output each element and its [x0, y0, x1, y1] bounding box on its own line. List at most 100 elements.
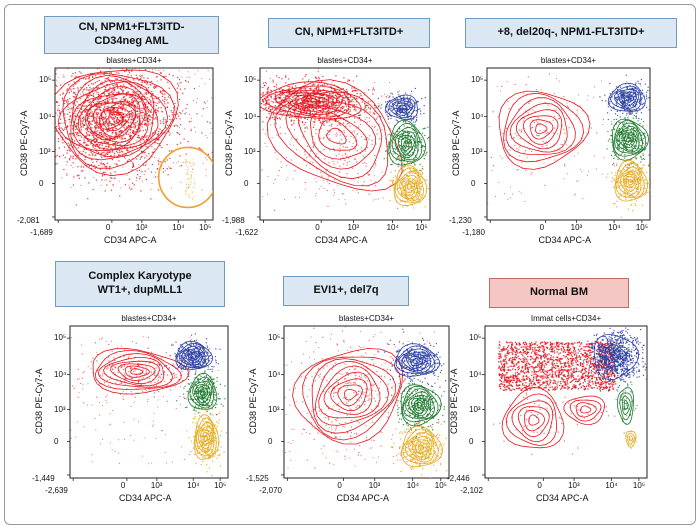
event-dot — [102, 174, 104, 176]
event-dot — [331, 90, 333, 92]
event-dot — [426, 179, 428, 181]
event-dot — [157, 139, 159, 141]
event-dot — [615, 96, 617, 98]
event-dot — [326, 169, 328, 171]
event-dot — [143, 51, 144, 52]
event-dot — [566, 173, 568, 175]
event-dot — [312, 97, 315, 99]
event-dot — [125, 68, 128, 70]
event-dot — [112, 114, 114, 116]
event-dot — [405, 121, 407, 123]
event-dot — [89, 135, 91, 137]
event-dot — [188, 178, 190, 180]
event-dot — [84, 142, 86, 144]
event-dot — [140, 96, 142, 99]
event-dot — [563, 140, 566, 142]
event-dot — [110, 155, 112, 157]
event-dot — [86, 89, 88, 91]
event-dot — [125, 153, 127, 155]
event-dot — [107, 108, 109, 110]
event-dot — [111, 101, 113, 103]
event-dot — [112, 74, 114, 76]
event-dot — [334, 118, 336, 120]
event-dot — [118, 154, 120, 156]
event-dot — [104, 166, 106, 168]
event-dot — [209, 79, 211, 81]
event-dot — [71, 133, 73, 135]
event-dot — [291, 87, 294, 89]
event-dot — [163, 122, 165, 125]
contour-line — [391, 126, 419, 161]
event-dot — [187, 186, 189, 188]
event-dot — [100, 70, 102, 72]
event-dot — [165, 75, 167, 77]
contour-line — [498, 90, 591, 170]
event-dot — [101, 175, 104, 177]
event-dot — [364, 148, 366, 151]
event-dot — [271, 137, 273, 139]
event-dot — [402, 133, 404, 135]
event-dot — [315, 96, 317, 99]
event-dot — [190, 128, 192, 130]
event-dot — [407, 166, 409, 168]
event-dot — [165, 169, 167, 171]
event-dot — [406, 199, 409, 201]
contour-line — [522, 115, 559, 145]
event-dot — [324, 107, 327, 109]
event-dot — [51, 133, 52, 134]
event-dot — [315, 193, 317, 195]
event-dot — [123, 115, 125, 118]
event-dot — [419, 137, 421, 139]
event-dot — [356, 144, 358, 146]
event-dot — [295, 104, 297, 106]
event-dot — [639, 98, 641, 100]
event-dot — [301, 104, 303, 106]
event-dot — [310, 99, 312, 102]
event-dot — [406, 184, 408, 186]
event-dot — [119, 119, 121, 121]
event-dot — [115, 78, 117, 80]
event-dot — [285, 111, 287, 113]
event-dot — [332, 98, 334, 101]
event-dot — [188, 186, 190, 188]
event-dot — [106, 168, 108, 170]
event-dot — [427, 126, 429, 128]
event-dot — [323, 136, 325, 138]
event-dot — [341, 105, 344, 108]
event-dot — [377, 97, 379, 99]
event-dot — [55, 144, 56, 146]
event-dot — [105, 122, 107, 125]
event-dot — [138, 115, 140, 118]
event-dot — [403, 163, 405, 165]
event-dot — [424, 206, 426, 208]
event-dot — [103, 152, 105, 154]
event-dot — [69, 119, 71, 121]
event-dot — [375, 118, 377, 120]
event-dot — [292, 178, 294, 180]
event-dot — [113, 127, 115, 129]
event-dot — [576, 180, 578, 182]
event-dot — [57, 114, 59, 116]
event-dot — [348, 150, 351, 152]
event-dot — [120, 105, 122, 108]
event-dot — [285, 133, 287, 135]
event-dot — [55, 138, 56, 140]
event-dot — [72, 88, 74, 90]
event-dot — [396, 113, 398, 116]
event-dot — [274, 85, 276, 87]
event-dot — [267, 193, 269, 195]
event-dot — [406, 140, 408, 142]
event-dot — [272, 81, 274, 83]
event-dot — [66, 161, 68, 163]
event-dot — [293, 120, 295, 122]
event-dot — [267, 90, 269, 92]
event-dot — [104, 156, 106, 158]
event-dot — [106, 101, 108, 103]
event-dot — [97, 86, 100, 89]
event-dot — [373, 127, 375, 129]
event-dot — [279, 106, 281, 109]
event-dot — [192, 186, 194, 188]
event-dot — [590, 127, 593, 129]
event-dot — [111, 99, 114, 101]
event-dot — [136, 48, 137, 49]
